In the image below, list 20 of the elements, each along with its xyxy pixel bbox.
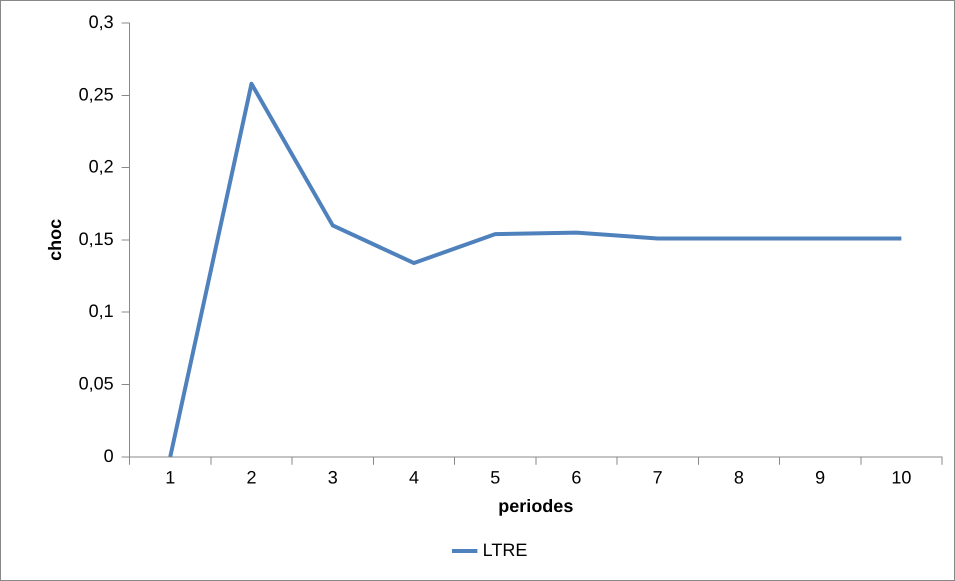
x-tick-label: 8 (734, 468, 744, 488)
x-axis-title: periodes (498, 496, 574, 516)
y-axis-title: choc (44, 218, 65, 261)
x-tick-label: 2 (246, 468, 256, 488)
x-tick-label: 9 (815, 468, 826, 488)
legend-label: LTRE (482, 540, 528, 560)
x-tick-label: 10 (891, 468, 912, 488)
x-tick-label: 5 (490, 468, 500, 488)
y-tick-label: 0,25 (78, 84, 114, 104)
y-tick-label: 0,05 (78, 373, 114, 394)
y-tick-label: 0,3 (88, 12, 114, 32)
x-tick-label: 4 (408, 468, 419, 488)
y-tick-label: 0,1 (88, 301, 114, 322)
x-tick-label: 6 (571, 468, 582, 488)
y-tick-label: 0 (104, 446, 114, 466)
x-tick-label: 1 (165, 468, 176, 488)
x-tick-label: 3 (328, 468, 338, 488)
y-tick-label: 0,15 (78, 228, 114, 249)
y-tick-label: 0,2 (88, 156, 114, 177)
x-tick-label: 7 (652, 468, 663, 488)
